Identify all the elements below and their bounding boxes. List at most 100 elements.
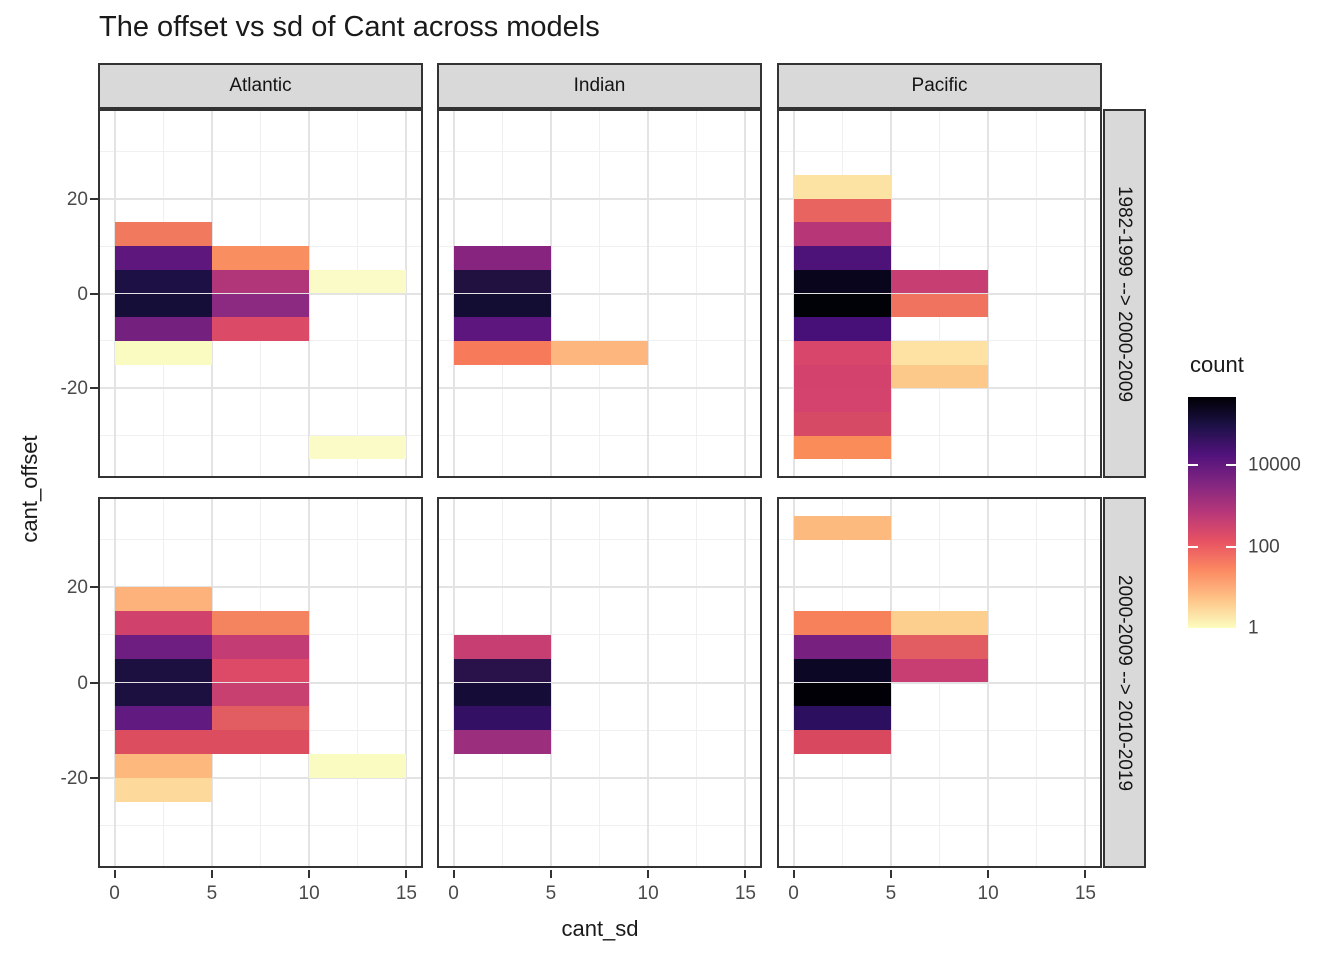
x-tick-mark xyxy=(987,870,990,878)
heatmap-tile xyxy=(114,246,212,270)
heatmap-tile xyxy=(453,293,551,318)
heatmap-tile xyxy=(793,611,891,635)
heatmap-tile xyxy=(114,317,212,341)
x-tick-mark xyxy=(113,870,116,878)
heatmap-tile xyxy=(890,293,989,318)
heatmap-tile xyxy=(114,777,212,802)
heatmap-tile xyxy=(453,658,551,683)
heatmap-tile xyxy=(793,340,891,365)
x-tick-label: 5 xyxy=(545,883,557,904)
x-tick-label: 10 xyxy=(977,883,999,904)
panel-atlantic-2000-2009 xyxy=(98,497,423,868)
panel-pacific-1982-1999 xyxy=(777,109,1102,478)
x-tick-mark xyxy=(452,870,455,878)
gridline-y-major xyxy=(439,776,760,779)
heatmap-tile xyxy=(793,682,891,707)
gridline-y-minor xyxy=(100,150,421,152)
gridline-y-major xyxy=(100,586,421,589)
legend-tick-right xyxy=(1226,545,1236,548)
y-tick-label: 0 xyxy=(77,283,88,305)
heatmap-tile xyxy=(114,658,212,683)
heatmap-tile xyxy=(114,730,212,754)
gridline-y-major xyxy=(439,681,760,684)
heatmap-tile xyxy=(890,634,989,659)
y-tick-mark xyxy=(90,197,98,200)
legend-title: count xyxy=(1190,352,1244,377)
heatmap-tile xyxy=(793,317,891,341)
gridline-y-major xyxy=(779,681,1100,684)
legend-label: 100 xyxy=(1248,536,1280,558)
facet-strip-label: Atlantic xyxy=(229,75,292,96)
gridline-y-major xyxy=(439,387,760,390)
x-tick-mark xyxy=(549,870,552,878)
heatmap-tile xyxy=(793,706,891,731)
gridline-y-major xyxy=(100,776,421,779)
x-tick-mark xyxy=(1084,870,1087,878)
facet-strip-indian: Indian xyxy=(437,63,762,109)
gridline-y-major xyxy=(100,387,421,390)
y-tick-mark xyxy=(90,681,98,684)
heatmap-tile xyxy=(793,364,891,389)
x-tick-label: 0 xyxy=(109,883,120,904)
legend-tick-left xyxy=(1188,464,1198,467)
gridline-y-minor xyxy=(100,539,421,540)
plot-title: The offset vs sd of Cant across models xyxy=(99,11,600,43)
y-tick-mark xyxy=(90,292,98,295)
x-tick-label: 10 xyxy=(298,883,320,904)
legend-tick-left xyxy=(1188,545,1198,548)
heatmap-tile xyxy=(211,706,310,731)
heatmap-tile xyxy=(793,174,891,199)
heatmap-tile xyxy=(453,317,551,341)
heatmap-tile xyxy=(793,388,891,412)
heatmap-tile xyxy=(793,412,891,436)
gridline-y-minor xyxy=(439,150,760,152)
x-tick-mark xyxy=(889,870,892,878)
heatmap-tile xyxy=(114,269,212,294)
gridline-y-minor xyxy=(779,729,1100,731)
gridline-y-minor xyxy=(100,824,421,826)
heatmap-tile xyxy=(890,658,989,683)
facet-strip-label: Indian xyxy=(573,75,626,96)
legend-colorbar xyxy=(1188,397,1236,628)
y-tick-mark xyxy=(90,387,98,390)
heatmap-tile xyxy=(309,753,407,778)
facet-strip-atlantic: Atlantic xyxy=(98,63,423,109)
heatmap-tile xyxy=(211,682,310,707)
heatmap-tile xyxy=(453,730,551,754)
heatmap-tile xyxy=(114,753,212,778)
y-tick-label: 20 xyxy=(66,188,88,210)
heatmap-tile xyxy=(453,682,551,707)
facet-strip-label: Pacific xyxy=(911,75,968,96)
gridline-y-major xyxy=(439,292,760,295)
gridline-y-minor xyxy=(439,634,760,636)
x-tick-mark xyxy=(792,870,795,878)
gridline-y-major xyxy=(439,586,760,589)
gridline-y-major xyxy=(779,586,1100,589)
heatmap-tile xyxy=(114,587,212,611)
heatmap-tile xyxy=(793,198,891,223)
y-tick-label: -20 xyxy=(60,378,88,400)
y-axis-title: cant_offset xyxy=(17,435,42,543)
y-tick-label: 20 xyxy=(66,577,88,599)
facet-strip-pacific: Pacific xyxy=(777,63,1102,109)
heatmap-tile xyxy=(114,222,212,247)
heatmap-tile xyxy=(114,611,212,635)
legend-label: 1 xyxy=(1248,617,1259,639)
heatmap-tile xyxy=(453,246,551,270)
heatmap-tile xyxy=(309,435,407,460)
y-tick-label: 0 xyxy=(77,672,88,694)
heatmap-tile xyxy=(793,730,891,754)
heatmap-tile xyxy=(211,269,310,294)
y-tick-mark xyxy=(90,776,98,779)
heatmap-tile xyxy=(793,246,891,270)
gridline-y-minor xyxy=(779,824,1100,826)
heatmap-tile xyxy=(211,246,310,270)
x-tick-label: 15 xyxy=(395,883,417,904)
gridline-y-minor xyxy=(779,245,1100,247)
heatmap-tile xyxy=(114,340,212,365)
legend-label: 10000 xyxy=(1248,454,1301,476)
facet-strip-label: 2000-2009 --> 2010-2019 xyxy=(1114,574,1136,791)
x-tick-mark xyxy=(405,870,408,878)
x-tick-label: 15 xyxy=(1074,883,1096,904)
